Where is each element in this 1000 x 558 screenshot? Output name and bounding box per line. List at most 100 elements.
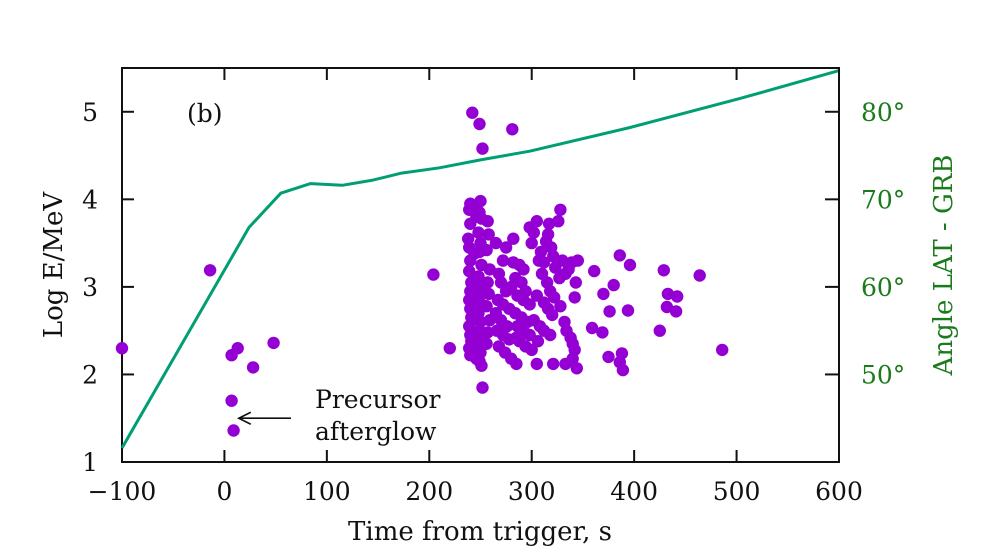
scatter-point	[660, 300, 674, 314]
scatter-point	[507, 232, 520, 245]
panel-label: (b)	[187, 99, 223, 128]
scatter-point	[548, 291, 561, 304]
scatter-point	[546, 308, 559, 322]
x-tick-label: 400	[610, 477, 658, 506]
scatter-point	[483, 263, 496, 276]
scatter-point	[661, 287, 675, 301]
scatter-point	[225, 394, 238, 407]
scatter-point	[476, 381, 489, 394]
scatter-point	[602, 350, 615, 364]
y2-axis-title: Angle LAT - GRB	[929, 155, 959, 377]
y-axis-left: 1 2 3 4 5	[82, 98, 134, 477]
scatter-point	[653, 324, 666, 337]
x-tick-label: 100	[303, 477, 351, 506]
plot-frame	[121, 67, 840, 463]
scatter-point	[481, 276, 494, 289]
scatter-point	[549, 261, 562, 274]
scatter-point	[585, 321, 599, 335]
scatter-point	[566, 352, 579, 365]
scatter-point	[496, 254, 510, 267]
scatter-point	[570, 362, 583, 375]
x-axis-title: Time from trigger, s	[348, 517, 612, 547]
scatter-point	[621, 304, 635, 317]
x-tick-label: −100	[88, 477, 157, 506]
scatter-point	[469, 200, 482, 213]
scatter-point	[482, 287, 495, 301]
scatter-point	[468, 247, 481, 260]
scatter-point	[525, 343, 538, 357]
scatter-point	[565, 256, 578, 269]
scatter-point	[613, 249, 626, 262]
plot-border	[121, 67, 840, 463]
annotation-line-1: Precursor	[315, 385, 441, 414]
annotation-line-2: afterglow	[315, 417, 437, 446]
x-axis: −100 0 100 200 300 400 500 600	[88, 68, 863, 506]
x-tick-label: 200	[405, 477, 453, 506]
y-axis-right: 50° 60° 70° 80°	[825, 98, 905, 389]
x-tick-label: 500	[713, 477, 761, 506]
scatter-point	[480, 300, 493, 313]
y-tick-label: 5	[82, 98, 98, 127]
scatter-point	[510, 357, 523, 371]
y2-tick-label: 50°	[861, 360, 905, 389]
scatter-point	[554, 300, 567, 313]
scatter-point	[671, 290, 684, 303]
scatter-point	[531, 335, 545, 348]
scatter-point	[623, 258, 637, 272]
scatter-point	[568, 291, 581, 304]
scatter-point	[481, 215, 494, 228]
scatter-point	[231, 342, 244, 355]
scatter-point	[547, 250, 560, 263]
scatter-point	[616, 363, 630, 377]
y-axis-title: Log E/MeV	[39, 191, 69, 339]
arrow-left-icon	[236, 411, 252, 425]
scatter-point	[481, 326, 494, 339]
scatter-point	[476, 142, 489, 155]
scatter-point	[470, 273, 483, 287]
scatter-point	[603, 305, 616, 318]
angle-curve-line	[120, 69, 840, 449]
scatter-point	[473, 117, 486, 131]
y-tick-label: 1	[82, 448, 98, 477]
scatter-point	[227, 424, 240, 437]
scatter-point	[506, 123, 519, 136]
scatter-points-group	[115, 106, 729, 437]
scatter-point	[463, 264, 476, 278]
scatter-point	[482, 228, 495, 241]
y2-tick-label: 70°	[861, 185, 905, 214]
scatter-point	[547, 357, 560, 371]
scatter-point	[588, 264, 601, 278]
y-tick-label: 2	[82, 360, 98, 389]
scatter-point	[523, 298, 536, 311]
scatter-point	[544, 328, 557, 342]
y2-tick-label: 80°	[861, 98, 905, 127]
scatter-point	[597, 287, 610, 301]
scatter-point	[669, 305, 683, 318]
scatter-point	[472, 226, 485, 239]
x-tick-label: 300	[508, 477, 556, 506]
scatter-point	[552, 215, 565, 228]
scatter-point	[468, 326, 481, 339]
y-tick-label: 4	[82, 185, 98, 214]
scatter-point	[559, 267, 572, 280]
scatter-point	[480, 243, 493, 257]
scatter-point	[203, 264, 217, 277]
scatter-point	[480, 337, 493, 350]
angle-curve-group	[120, 69, 840, 449]
scatter-point	[569, 276, 582, 289]
scatter-point	[716, 343, 729, 357]
scatter-point	[517, 263, 530, 276]
scatter-point	[115, 342, 129, 355]
y2-tick-label: 60°	[861, 273, 905, 302]
scatter-point	[537, 256, 551, 269]
scatter-point	[246, 361, 260, 374]
scatter-point	[530, 357, 543, 371]
scatter-point	[489, 236, 503, 250]
scatter-point	[530, 289, 543, 302]
scatter-point	[657, 264, 670, 277]
scatter-point	[470, 352, 483, 365]
x-tick-label: 0	[216, 477, 232, 506]
scatter-point	[523, 221, 536, 234]
scatter-point	[510, 331, 523, 344]
